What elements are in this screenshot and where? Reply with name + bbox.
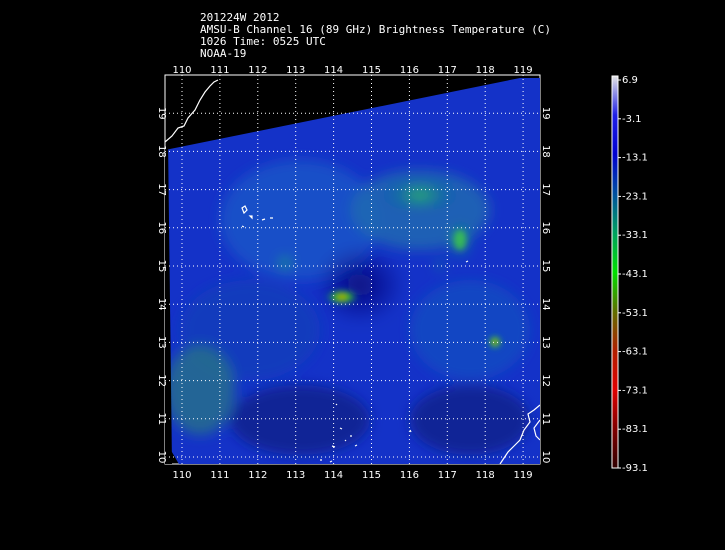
longitude-label-top: 115 xyxy=(362,65,381,76)
title-product: AMSU-B Channel 16 (89 GHz) Brightness Te… xyxy=(200,23,551,36)
latitude-label-left: 12 xyxy=(156,374,167,387)
longitude-label-top: 118 xyxy=(476,65,495,76)
latitude-label-right: 15 xyxy=(540,260,551,273)
colorbar xyxy=(611,75,619,469)
latitude-label-left: 17 xyxy=(156,183,167,196)
longitude-label-top: 110 xyxy=(172,65,191,76)
latitude-label-right: 14 xyxy=(540,298,551,311)
colorbar-label: 6.9 xyxy=(622,75,638,86)
colorbar-label: -43.1 xyxy=(622,269,648,280)
latitude-label-left: 16 xyxy=(156,221,167,234)
longitude-label-bottom: 112 xyxy=(248,470,267,481)
colorbar-label: -33.1 xyxy=(622,230,648,241)
colorbar-label: -93.1 xyxy=(622,463,648,474)
longitude-label-top: 112 xyxy=(248,65,267,76)
latitude-label-left: 18 xyxy=(156,145,167,158)
brightness-temperature-field xyxy=(165,78,540,464)
latitude-label-right: 17 xyxy=(540,183,551,196)
longitude-label-bottom: 111 xyxy=(210,470,229,481)
colorbar-label: -53.1 xyxy=(622,308,648,319)
longitude-labels-top: 110 111 112 113 114 115 116 117 118 119 xyxy=(172,65,532,76)
coastline xyxy=(164,79,541,465)
longitude-label-top: 113 xyxy=(286,65,305,76)
latitude-label-right: 16 xyxy=(540,221,551,234)
latitude-label-left: 19 xyxy=(156,107,167,120)
longitude-label-bottom: 116 xyxy=(400,470,419,481)
longitude-label-bottom: 113 xyxy=(286,470,305,481)
colorbar-label: -3.1 xyxy=(622,114,642,125)
colorbar-label: -73.1 xyxy=(622,385,648,396)
longitude-label-bottom: 114 xyxy=(324,470,343,481)
longitude-label-top: 116 xyxy=(400,65,419,76)
title-satellite: NOAA-19 xyxy=(200,47,247,60)
latitude-label-left: 10 xyxy=(156,451,167,464)
colorbar-labels: 6.9 -3.1 -13.1 -23.1 -33.1 -43.1 -53.1 -63.1 -73… xyxy=(618,75,648,474)
longitude-label-bottom: 115 xyxy=(362,470,381,481)
latitude-label-right: 13 xyxy=(540,336,551,349)
latitude-labels-left: 10 11 12 13 14 15 16 17 18 19 xyxy=(156,107,167,464)
colorbar-label: -23.1 xyxy=(622,191,648,202)
latitude-label-left: 13 xyxy=(156,336,167,349)
latitude-label-right: 10 xyxy=(540,451,551,464)
latitude-label-right: 18 xyxy=(540,145,551,158)
title-storm: 201224W 2012 xyxy=(200,11,280,24)
latitude-label-right: 11 xyxy=(540,412,551,425)
longitude-labels-bottom: 110 111 112 113 114 115 116 117 118 119 xyxy=(172,470,532,481)
longitude-label-top: 111 xyxy=(210,65,229,76)
latitude-label-left: 14 xyxy=(156,298,167,311)
latitude-label-left: 15 xyxy=(156,260,167,273)
graticule xyxy=(165,75,540,464)
longitude-label-top: 114 xyxy=(324,65,343,76)
longitude-label-bottom: 110 xyxy=(172,470,191,481)
latitude-labels-right: 10 11 12 13 14 15 16 17 18 19 xyxy=(540,107,551,464)
longitude-label-top: 119 xyxy=(514,65,533,76)
longitude-label-bottom: 117 xyxy=(438,470,457,481)
longitude-label-top: 117 xyxy=(438,65,457,76)
longitude-label-bottom: 118 xyxy=(476,470,495,481)
title-time: 1026 Time: 0525 UTC xyxy=(200,35,326,48)
longitude-label-bottom: 119 xyxy=(514,470,533,481)
latitude-label-left: 11 xyxy=(156,412,167,425)
colorbar-label: -13.1 xyxy=(622,153,648,164)
latitude-label-right: 19 xyxy=(540,107,551,120)
latitude-label-right: 12 xyxy=(540,374,551,387)
colorbar-label: -83.1 xyxy=(622,424,648,435)
colorbar-label: -63.1 xyxy=(622,347,648,358)
